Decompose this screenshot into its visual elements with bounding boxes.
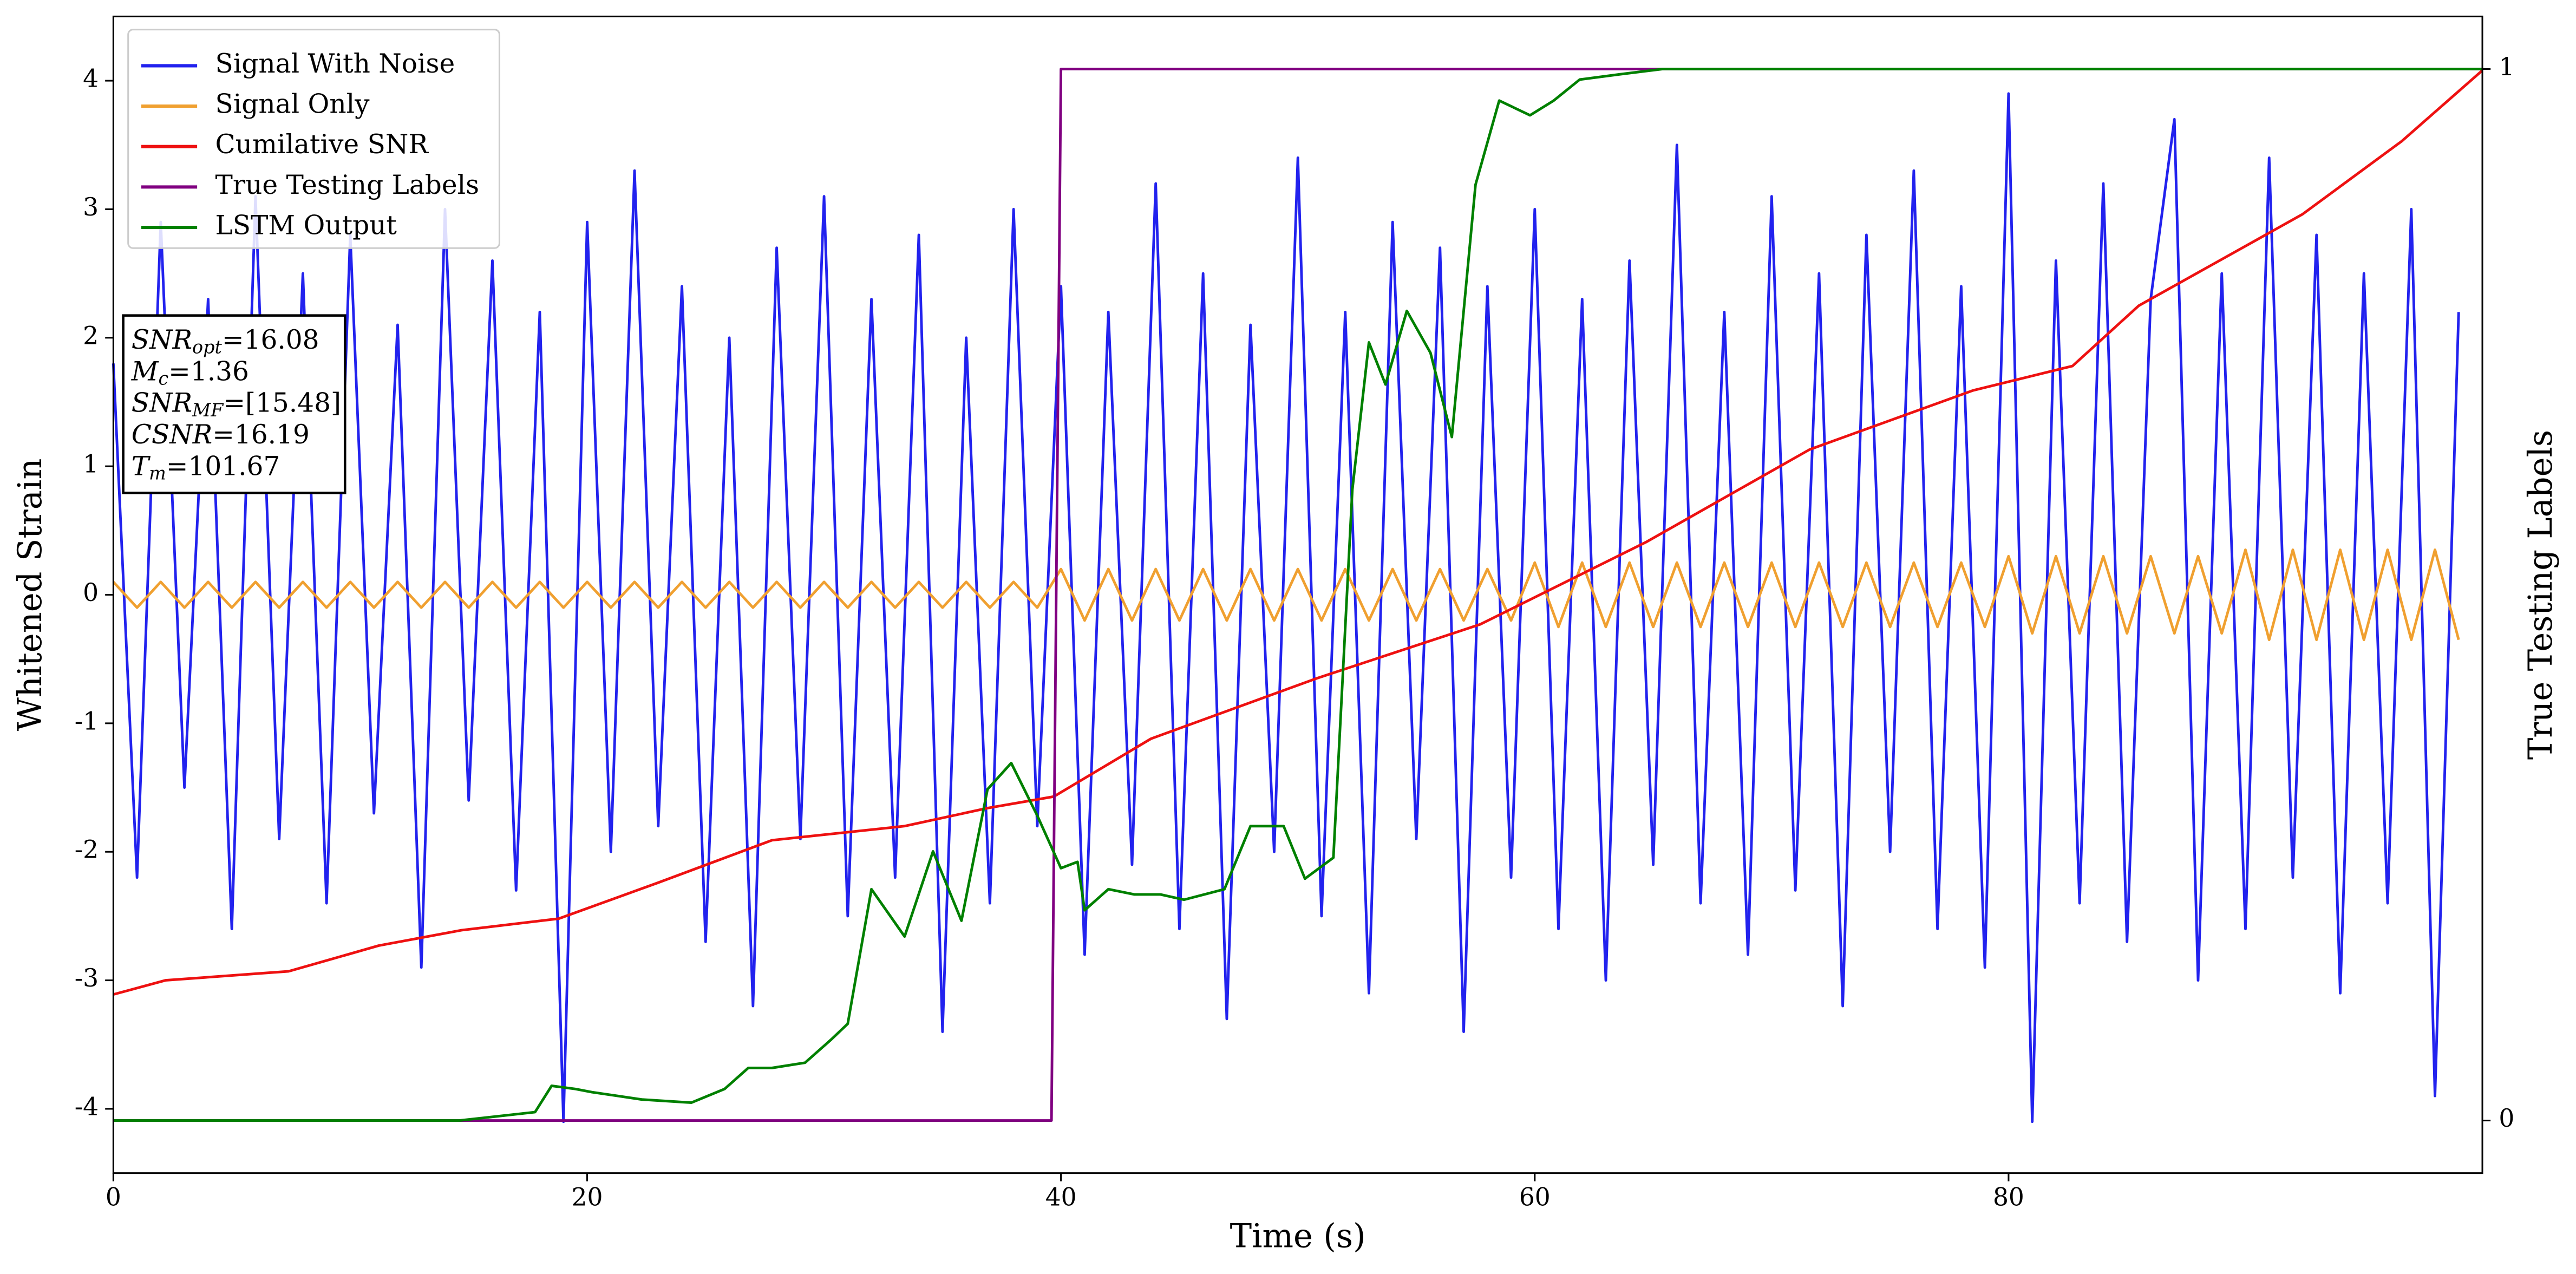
annotation-value: =16.08 xyxy=(222,325,319,355)
legend-label: LSTM Output xyxy=(215,211,397,241)
y2-tick-label: 0 xyxy=(2499,1104,2514,1133)
x-tick-label: 80 xyxy=(1993,1183,2024,1212)
annotation-subscript: opt xyxy=(192,336,222,357)
annotation-symbol: SNR xyxy=(132,388,192,418)
annotation-line: Tm=101.67 xyxy=(132,451,280,484)
y-tick-label: 3 xyxy=(83,193,99,221)
annotation-symbol: T xyxy=(132,451,151,481)
annotation-box: SNRopt=16.08Mc=1.36SNRMF=[15.48]CSNR=16.… xyxy=(122,314,346,494)
y-tick-label: -4 xyxy=(75,1092,99,1121)
series-line xyxy=(112,92,2460,1123)
y2-tick-label: 1 xyxy=(2499,53,2514,81)
annotation-symbol: CSNR xyxy=(132,419,212,449)
legend-label: Signal With Noise xyxy=(215,49,455,79)
y-tick-label: -3 xyxy=(75,964,99,992)
annotation-subscript: m xyxy=(149,462,166,484)
x-axis-label: Time (s) xyxy=(1230,1218,1366,1256)
annotation-subscript: MF xyxy=(192,400,224,421)
series-line xyxy=(113,68,2483,1122)
legend-label: True Testing Labels xyxy=(215,170,480,200)
legend-label: Cumilative SNR xyxy=(215,129,429,160)
annotation-symbol: SNR xyxy=(132,325,192,355)
y-tick-label: -1 xyxy=(75,707,99,735)
annotation-line: SNRopt=16.08 xyxy=(132,325,319,358)
plot-area xyxy=(112,68,2483,1123)
annotation-line: CSNR=16.19 xyxy=(132,419,310,449)
y-tick-label: 2 xyxy=(83,321,99,350)
x-tick-label: 60 xyxy=(1519,1183,1551,1212)
y-axis-label: Whitened Strain xyxy=(11,459,49,731)
series-line xyxy=(113,69,2483,996)
annotation-symbol: M xyxy=(131,356,159,387)
y-tick-label: 0 xyxy=(83,578,99,607)
y-tick-label: 1 xyxy=(83,450,99,479)
annotation-line: Mc=1.36 xyxy=(131,356,249,389)
annotation-frame xyxy=(122,314,346,494)
annotation-value: =16.19 xyxy=(212,419,310,449)
annotation-value: =[15.48] xyxy=(223,388,341,418)
y-tick-label: 4 xyxy=(83,64,99,93)
series-line xyxy=(112,548,2460,642)
legend-box xyxy=(127,29,500,249)
x-tick-label: 40 xyxy=(1045,1183,1077,1212)
annotation-subscript: c xyxy=(158,368,168,389)
legend-label: Signal Only xyxy=(215,89,370,120)
y2-axis-label: True Testing Labels xyxy=(2522,430,2560,760)
y-tick-label: -2 xyxy=(75,835,99,864)
x-tick-label: 20 xyxy=(572,1183,603,1212)
x-tick-label: 0 xyxy=(106,1183,121,1212)
legend: Signal With Noise Signal Only Cumilative S… xyxy=(127,29,500,249)
annotation-line: SNRMF=[15.48] xyxy=(132,388,341,421)
annotation-value: =1.36 xyxy=(168,356,249,387)
annotation-value: =101.67 xyxy=(166,451,280,481)
